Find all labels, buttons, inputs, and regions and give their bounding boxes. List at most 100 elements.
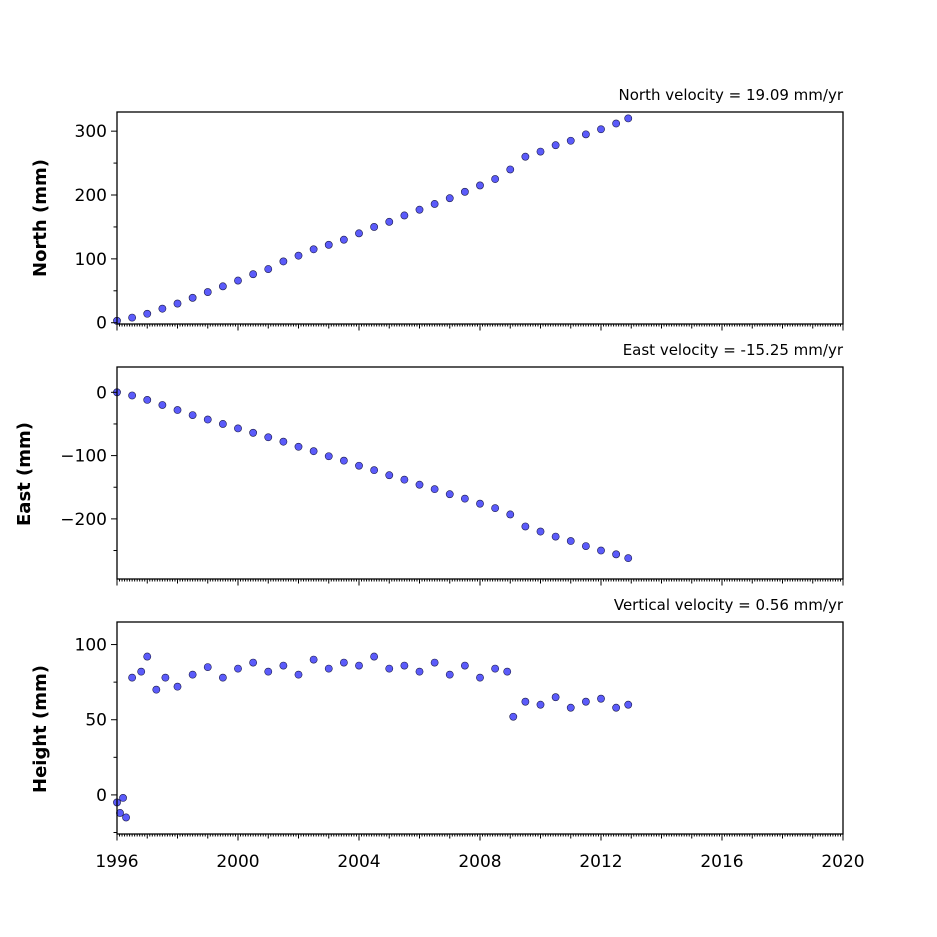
data-point <box>581 542 590 550</box>
data-point <box>203 663 212 672</box>
data-point <box>624 700 633 709</box>
data-point <box>566 136 575 145</box>
data-point <box>503 667 512 676</box>
data-point <box>279 437 288 446</box>
height-panel: Vertical velocity = 0.56 mm/yr Height (m… <box>30 596 865 872</box>
data-point <box>143 396 152 404</box>
data-point <box>536 527 545 536</box>
y-tick-label: 200 <box>75 186 107 206</box>
data-point <box>476 673 484 682</box>
x-tick-label: 2008 <box>458 852 501 872</box>
data-point <box>249 658 258 667</box>
data-point <box>173 406 182 414</box>
y-tick-label: 50 <box>85 711 107 731</box>
data-point <box>445 490 454 499</box>
north-panel-frame <box>116 111 844 325</box>
data-point <box>203 288 212 296</box>
height-panel-ylabel: Height (mm) <box>30 665 51 793</box>
data-point <box>309 447 318 456</box>
data-point <box>203 415 212 424</box>
east-panel-xticks <box>116 579 844 586</box>
data-point <box>551 532 560 541</box>
data-point <box>400 661 409 670</box>
x-tick-label: 2016 <box>700 852 743 872</box>
data-point <box>218 420 227 428</box>
x-tick-label: 2000 <box>216 852 259 872</box>
data-point <box>491 175 500 183</box>
data-point <box>249 270 258 279</box>
data-point <box>415 205 424 214</box>
y-tick-label: 0 <box>96 314 107 334</box>
north-panel-title: North velocity = 19.09 mm/yr <box>619 86 844 104</box>
data-point <box>234 424 242 433</box>
data-point <box>339 456 348 465</box>
data-point <box>521 152 530 161</box>
data-point <box>415 667 424 676</box>
data-point <box>143 652 152 661</box>
data-point <box>445 670 454 679</box>
y-tick-label: 100 <box>75 250 107 270</box>
data-point <box>264 433 273 442</box>
north-panel-points <box>113 114 633 325</box>
data-point <box>294 251 303 260</box>
y-tick-label: 0 <box>96 786 107 806</box>
north-panel-ylabel: North (mm) <box>30 159 51 277</box>
data-point <box>566 703 575 712</box>
data-point <box>445 194 454 203</box>
data-point <box>294 442 303 451</box>
data-point <box>324 240 333 249</box>
data-point <box>506 165 515 174</box>
east-panel-points <box>113 388 633 563</box>
height-panel-title: Vertical velocity = 0.56 mm/yr <box>614 596 844 614</box>
data-point <box>152 685 161 694</box>
data-point <box>173 682 182 691</box>
data-point <box>128 313 137 322</box>
data-point <box>128 673 137 682</box>
data-point <box>430 200 439 208</box>
height-panel-frame <box>116 621 844 835</box>
data-point <box>624 554 633 563</box>
data-point <box>143 309 152 318</box>
data-point <box>430 485 439 494</box>
data-point <box>612 550 621 559</box>
east-panel-frame <box>116 366 844 580</box>
data-point <box>249 428 258 437</box>
north-panel-yticks: 0 100 200 300 <box>75 122 117 334</box>
data-point <box>309 245 318 254</box>
data-point <box>355 661 363 670</box>
data-point <box>173 299 182 308</box>
data-point <box>476 181 484 190</box>
data-point <box>460 494 469 503</box>
data-point <box>279 661 288 670</box>
data-point <box>536 700 545 709</box>
data-point <box>218 282 227 291</box>
data-point <box>597 694 605 703</box>
data-point <box>324 452 333 461</box>
data-point <box>491 504 500 513</box>
data-point <box>355 229 363 238</box>
x-tick-label: 2012 <box>579 852 622 872</box>
data-point <box>385 664 394 673</box>
data-point <box>370 223 379 231</box>
data-point <box>264 667 273 676</box>
data-point <box>460 187 469 196</box>
x-tick-label: 2020 <box>821 852 864 872</box>
data-point <box>385 217 394 226</box>
data-point <box>491 664 500 673</box>
data-point <box>400 475 409 484</box>
east-panel-title: East velocity = -15.25 mm/yr <box>623 341 844 359</box>
height-panel-points <box>113 652 633 822</box>
data-point <box>128 391 137 400</box>
data-point <box>460 661 469 670</box>
data-point <box>597 546 605 555</box>
data-point <box>476 499 484 508</box>
data-point <box>324 664 333 673</box>
data-point <box>536 147 545 156</box>
data-point <box>521 522 530 531</box>
data-point <box>122 813 130 822</box>
y-tick-label: −200 <box>60 510 107 530</box>
data-point <box>119 794 127 802</box>
height-panel-xticks: 1996 2000 2004 2008 2012 2016 2020 <box>95 834 865 872</box>
data-point <box>339 658 348 667</box>
